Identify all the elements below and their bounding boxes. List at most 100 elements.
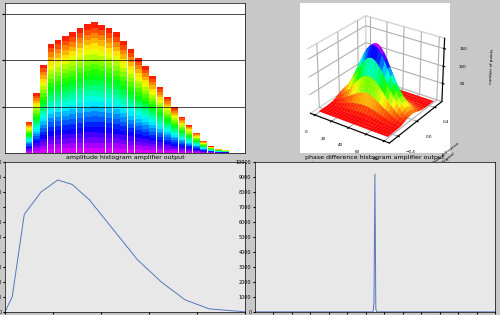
Bar bbox=[200, 152, 207, 153]
Bar bbox=[150, 116, 156, 119]
Bar bbox=[135, 100, 141, 103]
Bar bbox=[156, 140, 164, 142]
Bar bbox=[186, 150, 192, 151]
Bar bbox=[84, 86, 90, 91]
Bar bbox=[113, 51, 119, 56]
Bar bbox=[164, 140, 170, 142]
Bar bbox=[193, 138, 200, 139]
Bar bbox=[55, 108, 62, 112]
Bar bbox=[70, 105, 76, 110]
Bar bbox=[113, 139, 119, 143]
Bar bbox=[171, 115, 178, 116]
Bar bbox=[150, 122, 156, 125]
Bar bbox=[178, 120, 185, 121]
Bar bbox=[156, 129, 164, 132]
Bar bbox=[142, 115, 149, 118]
Bar bbox=[106, 73, 112, 78]
Bar bbox=[84, 60, 90, 66]
Bar bbox=[40, 114, 47, 118]
Bar bbox=[128, 136, 134, 140]
Bar bbox=[76, 88, 84, 93]
Bar bbox=[70, 114, 76, 119]
Bar bbox=[62, 116, 69, 120]
Bar bbox=[70, 100, 76, 105]
Bar bbox=[164, 133, 170, 135]
Bar bbox=[70, 71, 76, 76]
Bar bbox=[76, 123, 84, 128]
Bar bbox=[33, 120, 40, 122]
Bar bbox=[200, 146, 207, 147]
Bar bbox=[70, 61, 76, 66]
Bar bbox=[106, 63, 112, 68]
Bar bbox=[128, 112, 134, 116]
Bar bbox=[84, 117, 90, 122]
Bar bbox=[62, 45, 69, 50]
Bar bbox=[171, 124, 178, 125]
Bar bbox=[62, 139, 69, 144]
Bar bbox=[33, 110, 40, 112]
Bar bbox=[98, 97, 105, 102]
Bar bbox=[70, 47, 76, 51]
Bar bbox=[84, 122, 90, 127]
Bar bbox=[62, 36, 69, 41]
Bar bbox=[55, 90, 62, 94]
Bar bbox=[91, 59, 98, 64]
Bar bbox=[26, 152, 32, 153]
Bar bbox=[98, 143, 105, 148]
Bar bbox=[171, 140, 178, 142]
Bar bbox=[142, 108, 149, 112]
Bar bbox=[33, 134, 40, 136]
Bar bbox=[106, 98, 112, 103]
Bar bbox=[98, 138, 105, 143]
Bar bbox=[171, 109, 178, 111]
Bar bbox=[150, 83, 156, 85]
Bar bbox=[135, 103, 141, 107]
Bar bbox=[40, 150, 47, 153]
Bar bbox=[62, 55, 69, 60]
Bar bbox=[62, 64, 69, 69]
Bar bbox=[33, 148, 40, 151]
Bar bbox=[48, 96, 54, 100]
Bar bbox=[76, 138, 84, 143]
Bar bbox=[193, 142, 200, 143]
Bar bbox=[156, 100, 164, 102]
Bar bbox=[150, 95, 156, 98]
Bar bbox=[40, 97, 47, 100]
Bar bbox=[33, 112, 40, 115]
Bar bbox=[178, 152, 185, 153]
Bar bbox=[120, 67, 127, 72]
Bar bbox=[91, 69, 98, 75]
Bar bbox=[48, 100, 54, 105]
Bar bbox=[33, 100, 40, 103]
Bar bbox=[120, 94, 127, 99]
Bar bbox=[26, 126, 32, 127]
Bar bbox=[33, 151, 40, 153]
Bar bbox=[98, 102, 105, 107]
Bar bbox=[55, 144, 62, 148]
Bar bbox=[98, 40, 105, 45]
Bar bbox=[113, 105, 119, 109]
Bar bbox=[91, 132, 98, 137]
Bar bbox=[55, 135, 62, 140]
Bar bbox=[55, 148, 62, 153]
Bar bbox=[33, 136, 40, 139]
Bar bbox=[40, 132, 47, 135]
Bar bbox=[70, 148, 76, 153]
Bar bbox=[120, 45, 127, 49]
Bar bbox=[135, 130, 141, 134]
Y-axis label: phase difference
(degree): phase difference (degree) bbox=[431, 142, 463, 170]
Bar bbox=[76, 108, 84, 113]
Bar bbox=[178, 133, 185, 134]
Bar bbox=[164, 148, 170, 151]
Bar bbox=[150, 144, 156, 147]
Bar bbox=[106, 37, 112, 43]
Bar bbox=[186, 143, 192, 144]
Bar bbox=[200, 149, 207, 150]
Bar bbox=[186, 126, 192, 127]
Bar bbox=[186, 136, 192, 137]
Bar bbox=[171, 111, 178, 113]
Bar bbox=[62, 92, 69, 97]
Bar bbox=[171, 142, 178, 144]
Bar bbox=[193, 141, 200, 142]
Bar bbox=[164, 135, 170, 137]
